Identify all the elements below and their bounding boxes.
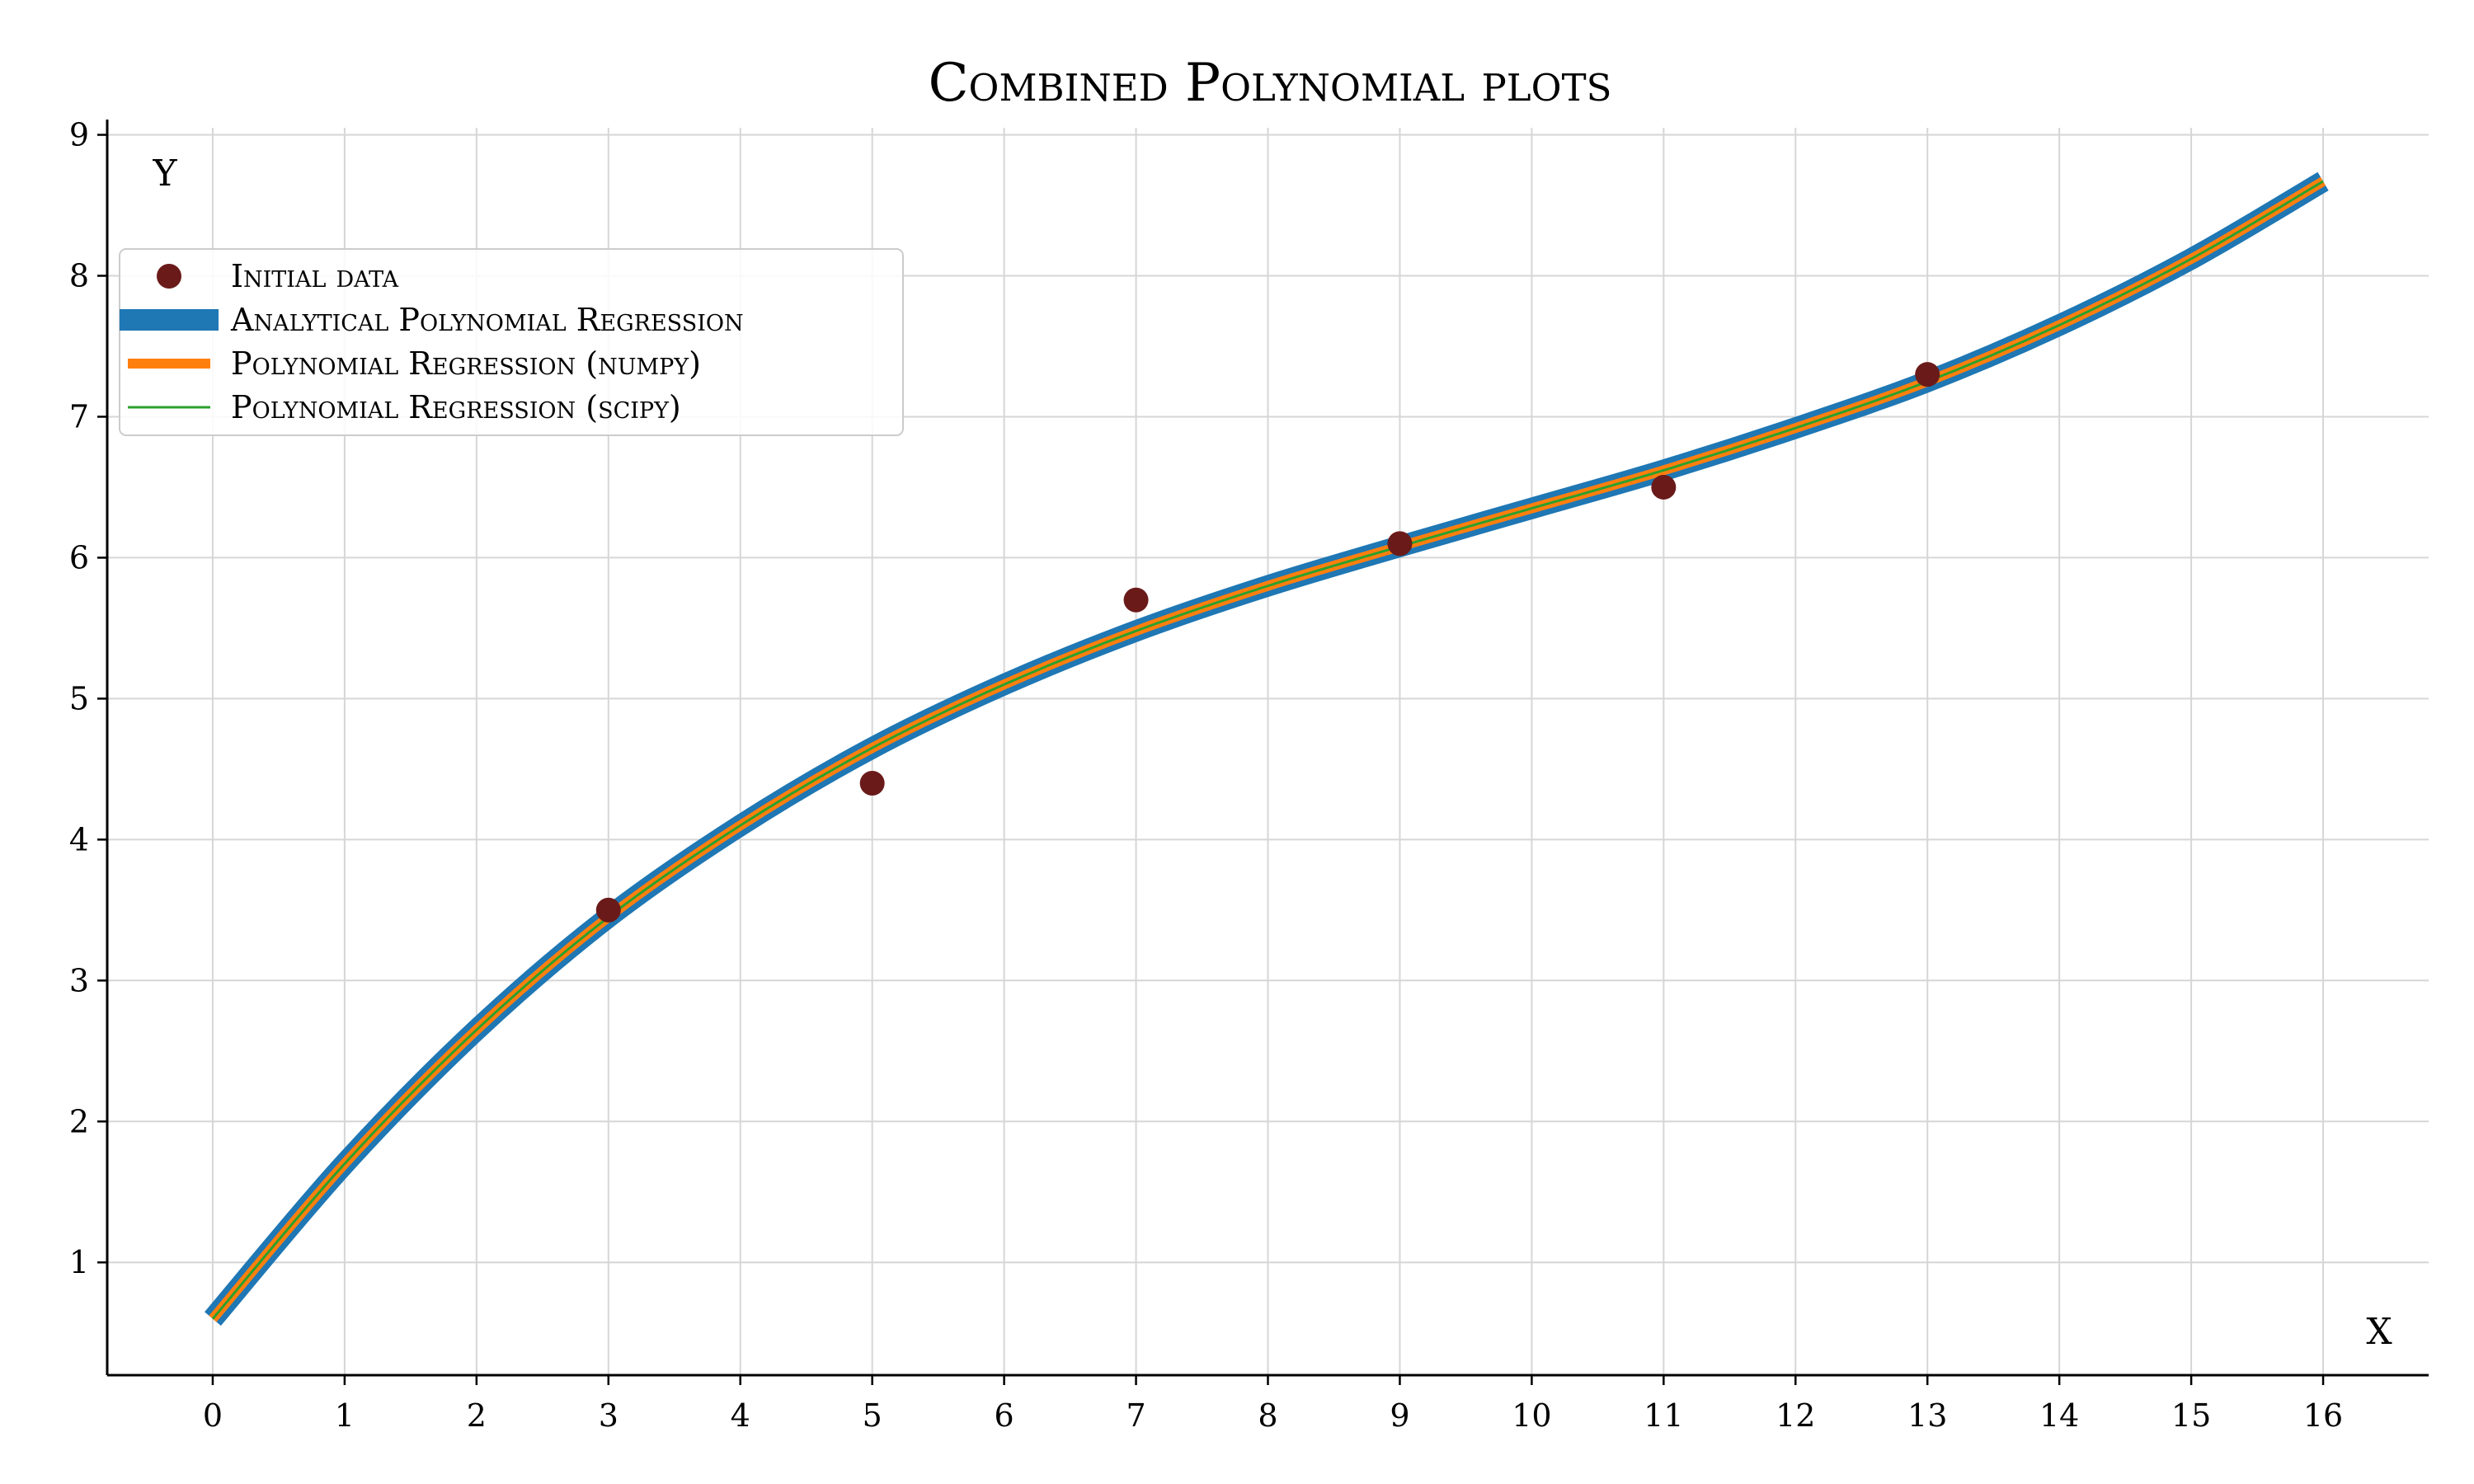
y-tick-label-8: 8 xyxy=(69,258,89,294)
x-tick-label-9: 9 xyxy=(1390,1397,1409,1434)
x-tick-label-10: 10 xyxy=(1512,1397,1551,1434)
legend-box xyxy=(119,248,904,436)
data-point-5 xyxy=(1915,362,1940,387)
y-axis-label: Y xyxy=(152,153,177,195)
y-tick-label-2: 2 xyxy=(69,1103,89,1139)
x-tick-label-3: 3 xyxy=(599,1397,618,1434)
chart-title: Combined Polynomial plots xyxy=(929,53,1612,114)
y-ticks: 1 2 3 4 5 6 7 8 9 xyxy=(69,117,107,1280)
x-tick-label-15: 15 xyxy=(2171,1397,2211,1434)
x-axis-label: X xyxy=(2366,1311,2392,1353)
legend-label-scatter: Initial data xyxy=(231,258,399,294)
y-tick-label-9: 9 xyxy=(69,117,89,153)
data-point-1 xyxy=(859,770,885,796)
scatter-points xyxy=(595,362,1940,923)
series-line-2 xyxy=(211,180,2324,1320)
y-tick-label-4: 4 xyxy=(69,821,89,857)
data-point-2 xyxy=(1123,587,1149,613)
x-tick-label-4: 4 xyxy=(731,1397,750,1434)
x-tick-label-7: 7 xyxy=(1126,1397,1145,1434)
x-tick-label-11: 11 xyxy=(1644,1397,1683,1434)
y-tick-label-7: 7 xyxy=(69,398,89,434)
x-tick-label-16: 16 xyxy=(2303,1397,2343,1434)
x-tick-label-1: 1 xyxy=(335,1397,355,1434)
legend-label-series-2: Polynomial Regression (scipy) xyxy=(231,389,681,425)
data-point-0 xyxy=(595,897,621,923)
legend-entries: Initial data Analytical Polynomial Regres… xyxy=(120,258,744,425)
legend-marker-scatter xyxy=(157,264,181,289)
series xyxy=(205,171,2329,1327)
legend: Initial data Analytical Polynomial Regres… xyxy=(119,248,904,436)
data-point-4 xyxy=(1651,474,1677,500)
x-tick-label-12: 12 xyxy=(1776,1397,1815,1434)
x-tick-label-14: 14 xyxy=(2039,1397,2079,1434)
x-tick-label-13: 13 xyxy=(1907,1397,1947,1434)
legend-label-series-1: Polynomial Regression (numpy) xyxy=(231,345,701,382)
y-tick-label-3: 3 xyxy=(69,962,89,998)
legend-label-series-0: Analytical Polynomial Regression xyxy=(230,302,744,338)
x-tick-label-5: 5 xyxy=(863,1397,882,1434)
x-tick-label-6: 6 xyxy=(995,1397,1014,1434)
y-tick-label-5: 5 xyxy=(69,680,89,716)
x-tick-label-8: 8 xyxy=(1258,1397,1277,1434)
x-tick-label-2: 2 xyxy=(467,1397,487,1434)
x-tick-label-0: 0 xyxy=(203,1397,223,1434)
x-ticks: 0 1 2 3 4 5 6 7 8 9 10 11 12 13 14 15 16 xyxy=(203,1375,2343,1434)
y-tick-label-6: 6 xyxy=(69,539,89,575)
data-point-3 xyxy=(1387,531,1413,556)
y-tick-label-1: 1 xyxy=(69,1244,89,1280)
